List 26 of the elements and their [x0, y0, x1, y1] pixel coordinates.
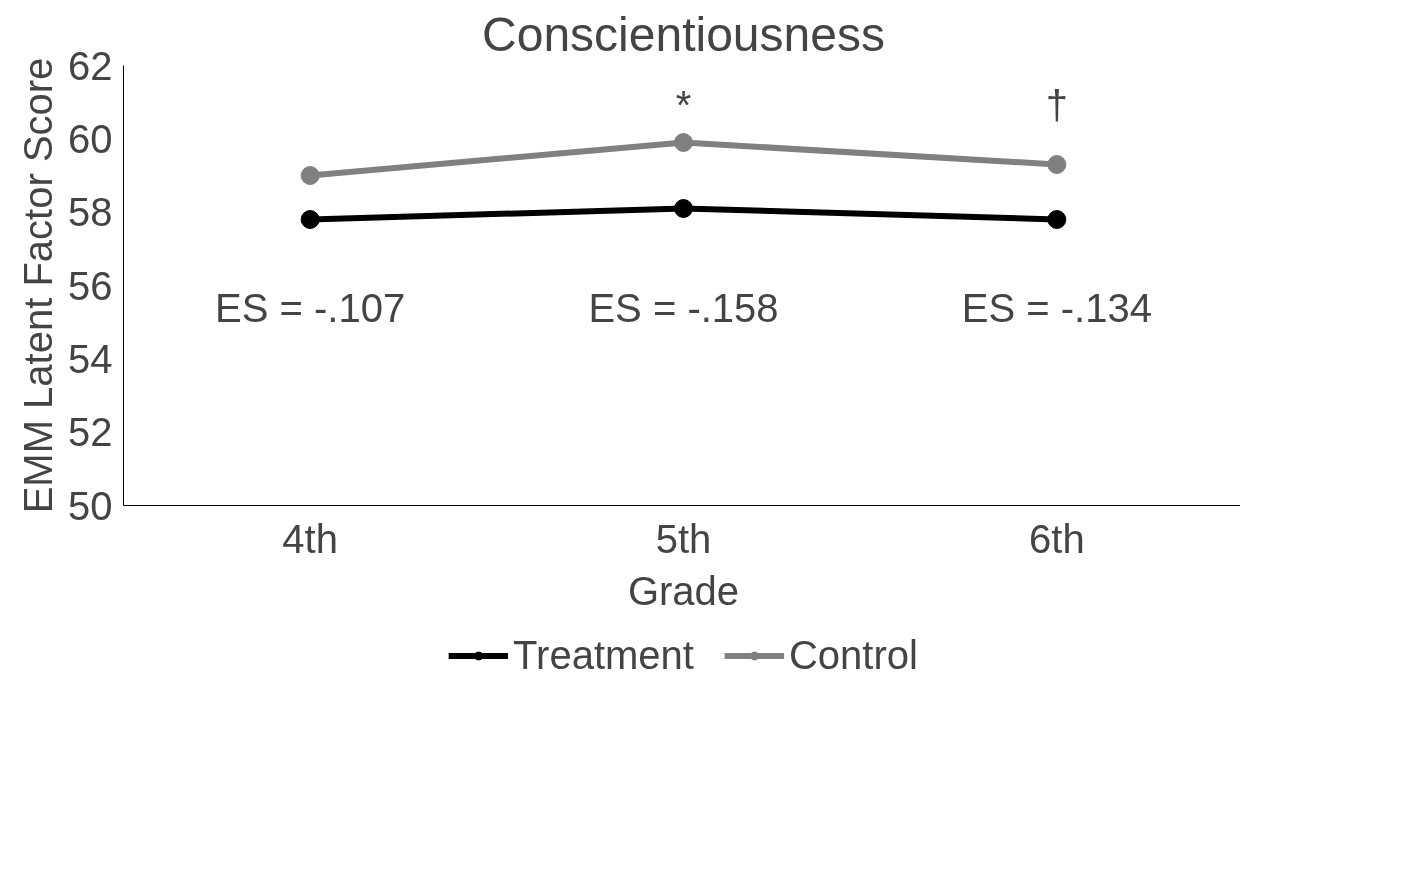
y-tick-label: 54 [68, 336, 113, 381]
legend-label: Treatment [513, 632, 694, 678]
y-tick-label: 52 [68, 410, 113, 455]
annotation: † [1045, 83, 1068, 128]
x-tick-label: 6th [1029, 516, 1085, 561]
annotation: ES = -.134 [961, 285, 1152, 330]
y-tick-label: 60 [68, 116, 113, 161]
point [674, 133, 693, 152]
x-tick-label: 5th [655, 516, 712, 561]
x-tick-label: 4th [282, 516, 338, 561]
y-tick-label: 56 [68, 263, 113, 308]
chart-title: Conscientiousness [482, 7, 885, 61]
annotation: ES = -.107 [215, 285, 406, 330]
y-tick-label: 62 [68, 43, 113, 88]
x-axis-title: Grade [627, 568, 740, 613]
y-axis-title: EMM Latent Factor Score [16, 57, 61, 514]
point [300, 166, 320, 185]
point [300, 210, 320, 229]
legend-label: Control [788, 632, 918, 678]
y-tick-label: 58 [68, 190, 113, 235]
point [1047, 155, 1067, 174]
annotation: * [675, 83, 692, 128]
y-tick-label: 50 [68, 483, 113, 528]
point [1047, 210, 1067, 229]
annotation: ES = -.158 [588, 285, 779, 330]
point [674, 199, 693, 218]
